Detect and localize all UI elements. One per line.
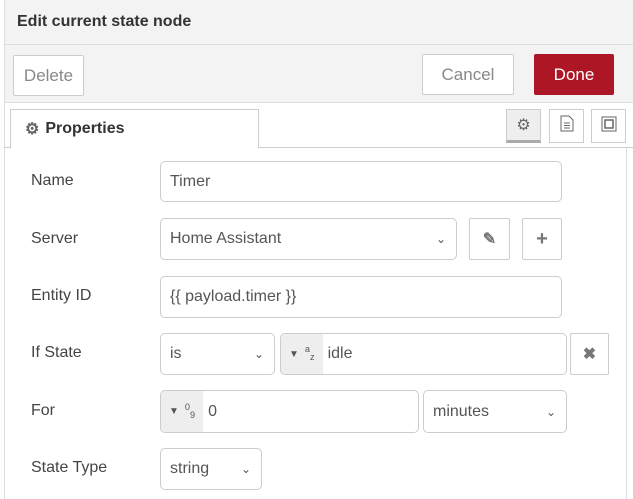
state-type-value: string bbox=[170, 460, 210, 477]
server-value: Home Assistant bbox=[170, 230, 282, 247]
if-state-value-input[interactable]: ▼ az idle bbox=[280, 333, 567, 375]
pencil-icon: ✎ bbox=[482, 231, 497, 248]
dialog-toolbar: Delete Cancel Done bbox=[4, 45, 633, 103]
edit-server-button[interactable]: ✎ bbox=[469, 218, 510, 260]
document-icon bbox=[560, 115, 574, 137]
operator-value: is bbox=[170, 345, 182, 362]
tab-label: Properties bbox=[45, 120, 125, 137]
gear-icon: ⚙ bbox=[25, 121, 40, 138]
if-state-label: If State bbox=[31, 344, 82, 361]
chevron-down-icon: ⌄ bbox=[240, 462, 251, 476]
chevron-down-icon: ⌄ bbox=[545, 404, 556, 419]
chevron-down-icon: ⌄ bbox=[435, 232, 446, 246]
entity-id-label: Entity ID bbox=[31, 287, 92, 304]
description-tab-button[interactable] bbox=[549, 109, 584, 143]
frame-icon bbox=[600, 115, 618, 138]
dialog-header: Edit current state node bbox=[4, 0, 633, 45]
for-unit-value: minutes bbox=[433, 402, 490, 420]
gear-icon: ⚙ bbox=[516, 117, 531, 134]
for-label: For bbox=[31, 402, 55, 419]
properties-tab-button[interactable]: ⚙ bbox=[506, 109, 541, 143]
dialog-title: Edit current state node bbox=[17, 13, 192, 30]
for-value-input[interactable]: ▼ 09 0 bbox=[160, 390, 419, 433]
server-select[interactable]: Home Assistant ⌄ bbox=[160, 218, 457, 260]
caret-down-icon: ▼ bbox=[289, 348, 299, 360]
close-icon: ✖ bbox=[582, 346, 597, 363]
caret-down-icon: ▼ bbox=[169, 406, 179, 417]
name-input[interactable]: Timer bbox=[160, 161, 562, 202]
server-label: Server bbox=[31, 230, 79, 247]
type-selector[interactable]: ▼ az bbox=[281, 334, 323, 374]
type-selector[interactable]: ▼ 09 bbox=[161, 391, 204, 432]
cancel-button[interactable]: Cancel bbox=[422, 54, 514, 95]
for-unit-select[interactable]: minutes ⌄ bbox=[423, 390, 567, 433]
tab-bar: ⚙ Properties ⚙ bbox=[4, 103, 633, 149]
add-server-button[interactable]: + bbox=[522, 218, 562, 260]
clear-if-state-button[interactable]: ✖ bbox=[570, 333, 609, 375]
number-type-icon: 09 bbox=[184, 401, 196, 420]
state-type-label: State Type bbox=[31, 459, 108, 476]
if-state-operator-select[interactable]: is ⌄ bbox=[160, 333, 275, 375]
delete-button[interactable]: Delete bbox=[13, 55, 84, 96]
tab-properties[interactable]: ⚙ Properties bbox=[10, 109, 259, 149]
done-button[interactable]: Done bbox=[534, 54, 614, 95]
plus-icon: + bbox=[536, 227, 548, 250]
string-type-icon: az bbox=[304, 344, 315, 363]
state-type-select[interactable]: string ⌄ bbox=[160, 448, 262, 490]
name-label: Name bbox=[31, 172, 74, 189]
if-state-value: idle bbox=[327, 345, 353, 362]
chevron-down-icon: ⌄ bbox=[253, 347, 264, 361]
for-value: 0 bbox=[208, 402, 217, 420]
entity-id-input[interactable]: {{ payload.timer }} bbox=[160, 276, 562, 318]
properties-panel bbox=[4, 148, 627, 499]
appearance-tab-button[interactable] bbox=[591, 109, 626, 143]
